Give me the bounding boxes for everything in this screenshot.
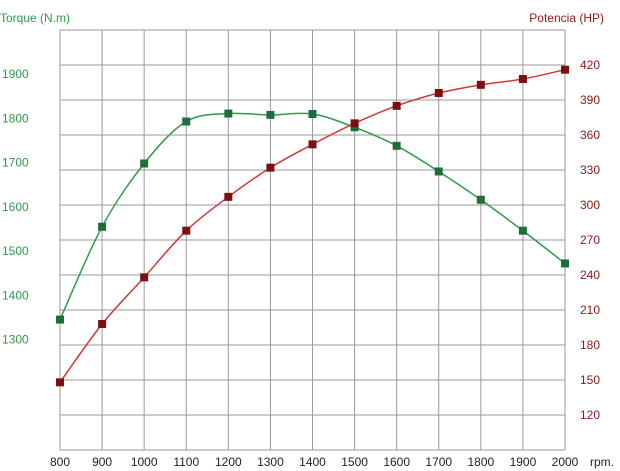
power-data-point	[476, 80, 485, 89]
power-data-point	[224, 192, 233, 201]
torque-data-point	[56, 315, 64, 324]
right-axis-tick-label: 120	[580, 408, 600, 422]
x-axis-tick-label: 1700	[425, 455, 452, 469]
left-axis-tick-label: 1900	[2, 67, 29, 81]
right-axis-tick-label: 420	[580, 58, 600, 72]
torque-data-point	[476, 195, 485, 204]
left-axis-tick-label: 1300	[2, 332, 29, 346]
right-axis-tick-label: 330	[580, 163, 600, 177]
grid	[59, 29, 566, 451]
power-data-point	[434, 89, 443, 97]
power-data-point	[266, 163, 275, 172]
power-data-point	[392, 101, 401, 110]
left-axis-tick-label: 1600	[2, 200, 29, 214]
right-axis-tick-label: 240	[580, 268, 600, 282]
x-axis-tick-label: 1400	[299, 455, 326, 469]
right-axis-tick-label: 360	[580, 128, 600, 142]
x-axis-tick-label: 1800	[467, 455, 494, 469]
torque-data-point	[98, 222, 107, 231]
left-axis-tick-label: 1800	[2, 111, 29, 125]
torque-data-point	[434, 167, 443, 176]
right-axis-ticks: 120 150 180 210 240 270 300 330 360 390 420	[580, 58, 600, 422]
x-axis-tick-label: 1900	[510, 455, 537, 469]
torque-data-point	[561, 259, 569, 268]
x-axis-tick-label: 1000	[131, 455, 158, 469]
torque-data-point	[140, 159, 149, 168]
x-axis-tick-label: 800	[50, 455, 70, 469]
power-data-point	[98, 320, 107, 328]
x-axis-ticks: 800 900 1000 1100 1200 1300 1400 1500 1600 1700 18…	[50, 455, 579, 469]
x-axis-tick-label: 2000	[552, 455, 579, 469]
power-data-point	[182, 226, 191, 235]
power-data-point	[350, 119, 359, 128]
right-axis-tick-label: 180	[580, 338, 600, 352]
torque-data-point	[308, 110, 317, 118]
x-axis-tick-label: 900	[92, 455, 112, 469]
right-axis-tick-label: 270	[580, 233, 600, 247]
left-axis-title: Torque (N.m)	[0, 11, 70, 25]
x-axis-tick-label: 1300	[257, 455, 284, 469]
series-layer	[56, 65, 569, 387]
power-data-point	[518, 75, 527, 83]
x-axis-tick-label: 1100	[173, 455, 199, 469]
torque-data-point	[392, 141, 401, 150]
power-data-point	[308, 140, 317, 149]
power-data-point	[140, 273, 149, 282]
left-axis-tick-label: 1700	[2, 156, 29, 170]
x-axis-tick-label: 1500	[341, 455, 368, 469]
torque-data-point	[224, 109, 233, 118]
torque-data-point	[182, 117, 191, 126]
x-axis-tick-label: 1200	[215, 455, 242, 469]
right-axis-tick-label: 300	[580, 198, 600, 212]
torque-data-point	[266, 110, 275, 119]
right-axis-tick-label: 390	[580, 93, 600, 107]
power-data-point	[56, 378, 64, 387]
right-axis-tick-label: 210	[580, 303, 600, 317]
left-axis-tick-label: 1400	[2, 288, 29, 302]
power-data-point	[561, 65, 569, 74]
right-axis-title: Potencia (HP)	[529, 11, 604, 25]
left-axis-tick-label: 1500	[2, 244, 29, 258]
x-axis-unit: rpm.	[590, 455, 614, 469]
left-axis-ticks: 1300 1400 1500 1600 1700 1800 1900	[2, 67, 29, 346]
right-axis-tick-label: 150	[580, 373, 600, 387]
x-axis-tick-label: 1600	[383, 455, 410, 469]
torque-data-point	[518, 226, 527, 235]
